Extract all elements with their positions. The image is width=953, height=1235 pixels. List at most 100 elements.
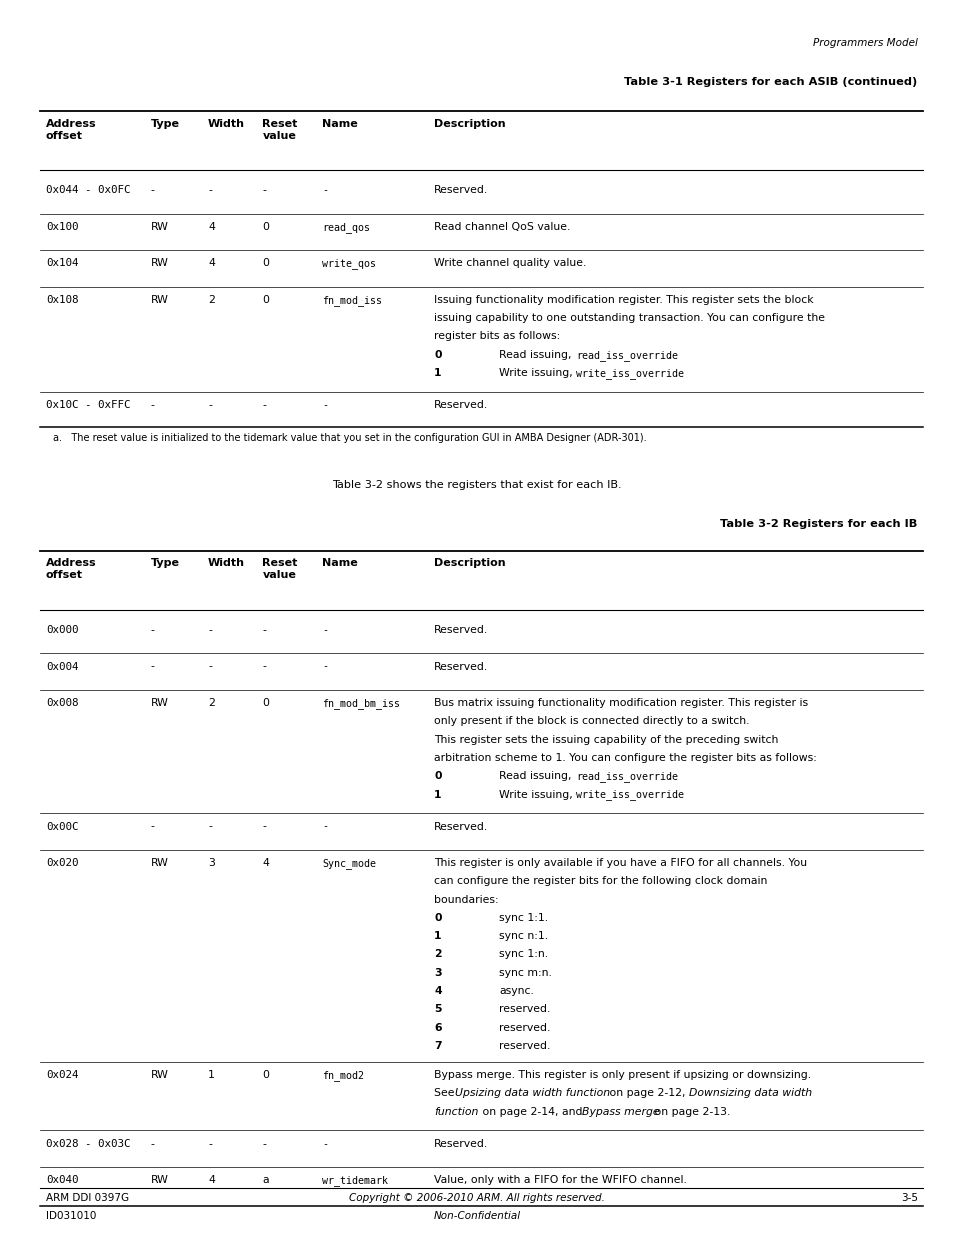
Text: 0x00C: 0x00C	[46, 821, 78, 831]
Text: Copyright © 2006-2010 ARM. All rights reserved.: Copyright © 2006-2010 ARM. All rights re…	[349, 1193, 604, 1203]
Text: -: -	[208, 662, 212, 672]
Text: Issuing functionality modification register. This register sets the block: Issuing functionality modification regis…	[434, 295, 813, 305]
Text: RW: RW	[151, 258, 169, 268]
Text: 0: 0	[434, 913, 441, 923]
Text: -: -	[262, 821, 266, 831]
Text: issuing capability to one outstanding transaction. You can configure the: issuing capability to one outstanding tr…	[434, 314, 824, 324]
Text: 0: 0	[262, 295, 269, 305]
Text: .: .	[667, 350, 671, 359]
Text: on page 2-12,: on page 2-12,	[605, 1088, 688, 1098]
Text: -: -	[208, 1139, 212, 1149]
Text: ID031010: ID031010	[46, 1212, 96, 1221]
Text: 0x000: 0x000	[46, 625, 78, 635]
Text: Sync_mode: Sync_mode	[322, 858, 376, 869]
Text: 6: 6	[434, 1023, 441, 1032]
Text: -: -	[151, 1139, 154, 1149]
Text: Read issuing,: Read issuing,	[498, 350, 575, 359]
Text: -: -	[322, 625, 328, 635]
Text: Value, only with a FIFO for the WFIFO channel.: Value, only with a FIFO for the WFIFO ch…	[434, 1176, 686, 1186]
Text: 4: 4	[208, 222, 214, 232]
Text: 0x10C - 0xFFC: 0x10C - 0xFFC	[46, 400, 131, 410]
Text: on page 2-14, and: on page 2-14, and	[478, 1107, 585, 1116]
Text: See: See	[434, 1088, 457, 1098]
Text: write_iss_override: write_iss_override	[576, 368, 683, 379]
Text: Table 3-2 shows the registers that exist for each IB.: Table 3-2 shows the registers that exist…	[332, 480, 621, 490]
Text: RW: RW	[151, 295, 169, 305]
Text: This register is only available if you have a FIFO for all channels. You: This register is only available if you h…	[434, 858, 806, 868]
Text: Reserved.: Reserved.	[434, 185, 488, 195]
Text: Bypass merge. This register is only present if upsizing or downsizing.: Bypass merge. This register is only pres…	[434, 1070, 810, 1081]
Text: -: -	[262, 662, 266, 672]
Text: read_iss_override: read_iss_override	[576, 350, 678, 361]
Text: Write channel quality value.: Write channel quality value.	[434, 258, 586, 268]
Text: -: -	[151, 662, 154, 672]
Text: only present if the block is connected directly to a switch.: only present if the block is connected d…	[434, 716, 749, 726]
Text: 2: 2	[434, 950, 441, 960]
Text: -: -	[322, 821, 328, 831]
Text: 3: 3	[434, 968, 441, 978]
Text: 0x040: 0x040	[46, 1176, 78, 1186]
Text: 0: 0	[434, 772, 441, 782]
Text: boundaries:: boundaries:	[434, 894, 498, 904]
Text: Programmers Model: Programmers Model	[812, 38, 917, 48]
Text: -: -	[151, 625, 154, 635]
Text: .: .	[667, 772, 671, 782]
Text: 0: 0	[262, 698, 269, 708]
Text: -: -	[262, 625, 266, 635]
Text: Reserved.: Reserved.	[434, 400, 488, 410]
Text: Non-Confidential: Non-Confidential	[433, 1212, 520, 1221]
Text: 1: 1	[434, 368, 441, 378]
Text: Width: Width	[208, 558, 245, 568]
Text: Reserved.: Reserved.	[434, 821, 488, 831]
Text: Write issuing,: Write issuing,	[498, 368, 576, 378]
Text: Read channel QoS value.: Read channel QoS value.	[434, 222, 570, 232]
Text: wr_tidemark: wr_tidemark	[322, 1176, 388, 1186]
Text: -: -	[208, 625, 212, 635]
Text: 0x108: 0x108	[46, 295, 78, 305]
Text: RW: RW	[151, 222, 169, 232]
Text: .: .	[674, 789, 678, 799]
Text: Reserved.: Reserved.	[434, 625, 488, 635]
Text: Bypass merge: Bypass merge	[581, 1107, 659, 1116]
Text: -: -	[208, 185, 212, 195]
Text: 7: 7	[434, 1041, 441, 1051]
Text: sync n:1.: sync n:1.	[498, 931, 547, 941]
Text: 0: 0	[434, 350, 441, 359]
Text: register bits as follows:: register bits as follows:	[434, 331, 559, 341]
Text: function: function	[434, 1107, 478, 1116]
Text: -: -	[322, 662, 328, 672]
Text: fn_mod_iss: fn_mod_iss	[322, 295, 382, 306]
Text: Width: Width	[208, 119, 245, 128]
Text: RW: RW	[151, 1070, 169, 1081]
Text: 0x028 - 0x03C: 0x028 - 0x03C	[46, 1139, 131, 1149]
Text: RW: RW	[151, 1176, 169, 1186]
Text: -: -	[262, 1139, 266, 1149]
Text: reserved.: reserved.	[498, 1004, 550, 1014]
Text: reserved.: reserved.	[498, 1041, 550, 1051]
Text: -: -	[322, 1139, 328, 1149]
Text: read_iss_override: read_iss_override	[576, 772, 678, 782]
Text: 0x044 - 0x0FC: 0x044 - 0x0FC	[46, 185, 131, 195]
Text: Name: Name	[322, 119, 357, 128]
Text: 1: 1	[434, 789, 441, 799]
Text: Address
offset: Address offset	[46, 558, 96, 580]
Text: arbitration scheme to 1. You can configure the register bits as follows:: arbitration scheme to 1. You can configu…	[434, 753, 816, 763]
Text: -: -	[151, 400, 154, 410]
Text: -: -	[151, 185, 154, 195]
Text: 4: 4	[208, 1176, 214, 1186]
Text: on page 2-13.: on page 2-13.	[650, 1107, 729, 1116]
Text: 0x008: 0x008	[46, 698, 78, 708]
Text: reserved.: reserved.	[498, 1023, 550, 1032]
Text: Upsizing data width function: Upsizing data width function	[455, 1088, 610, 1098]
Text: Reserved.: Reserved.	[434, 1139, 488, 1149]
Text: .: .	[674, 368, 678, 378]
Text: 2: 2	[208, 295, 214, 305]
Text: fn_mod2: fn_mod2	[322, 1070, 364, 1081]
Text: 0x020: 0x020	[46, 858, 78, 868]
Text: 4: 4	[434, 986, 441, 995]
Text: a: a	[262, 1176, 269, 1186]
Text: -: -	[151, 821, 154, 831]
Text: -: -	[322, 185, 328, 195]
Text: Write issuing,: Write issuing,	[498, 789, 576, 799]
Text: 5: 5	[434, 1004, 441, 1014]
